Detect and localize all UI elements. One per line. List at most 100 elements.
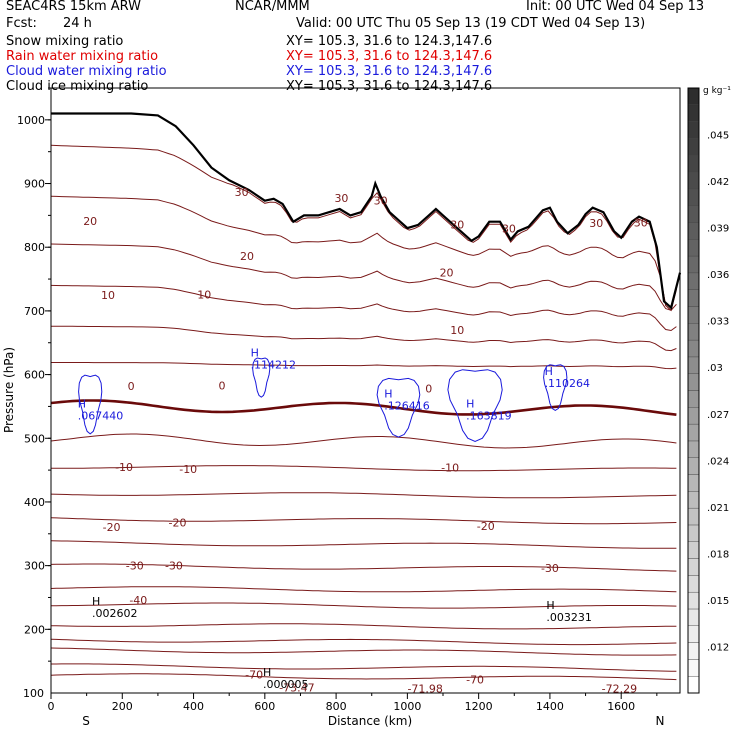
field-rain-xy: XY= 105.3, 31.6 to 124.3,147.6 — [286, 49, 493, 64]
colorbar-step — [687, 239, 700, 257]
colorbar-label: .042 — [707, 177, 729, 188]
y-tick-label-top: 100 — [23, 687, 44, 700]
y-tick-label: 600 — [24, 369, 45, 382]
colorbar-step — [687, 524, 700, 542]
high-marker: H — [78, 398, 86, 411]
high-value: .000005 — [263, 678, 309, 691]
colorbar-label: .039 — [707, 224, 729, 235]
isotherm-label: 10 — [450, 324, 464, 337]
colorbar-step — [687, 306, 700, 324]
isotherm-label: -30 — [165, 560, 183, 573]
colorbar-step — [687, 289, 700, 307]
colorbar-step — [687, 608, 700, 626]
isotherm-label: -10 — [179, 463, 197, 476]
colorbar-label: .033 — [707, 317, 729, 328]
colorbar-step — [687, 541, 700, 559]
high-value: .114212 — [251, 359, 296, 372]
colorbar-step — [687, 407, 700, 425]
isotherm — [50, 623, 677, 630]
cloud-contour — [376, 377, 421, 438]
isotherm — [51, 663, 677, 672]
x-tick-label: 600 — [254, 700, 275, 713]
colorbar-step — [687, 625, 700, 643]
y-tick-label: 400 — [24, 496, 45, 509]
x-axis: 0 200 400 600 800 1000 1200 1400 1600 — [48, 693, 658, 713]
colorbar-step — [687, 575, 700, 593]
isotherm — [51, 362, 677, 370]
isotherm-label: 0 — [219, 379, 226, 392]
high-value: .110264 — [545, 377, 591, 390]
isotherm-label: -20 — [103, 521, 121, 534]
isotherm — [50, 284, 677, 332]
isotherm — [50, 492, 677, 499]
isotherm — [50, 647, 677, 656]
colorbar-step — [687, 87, 700, 106]
init-time: Init: 00 UTC Wed 04 Sep 13 — [526, 0, 705, 14]
isotherm — [50, 243, 677, 311]
colorbar: .012 .015 .018 .021 .024 .027 .03 .033 .036 .039.… — [687, 87, 729, 694]
field-snow-xy: XY= 105.3, 31.6 to 124.3,147.6 — [286, 34, 493, 49]
colorbar-step — [687, 507, 700, 526]
isotherm-label: 30 — [334, 192, 348, 205]
isotherm — [50, 144, 677, 312]
colorbar-step — [687, 104, 700, 122]
y-tick-label: 200 — [24, 623, 45, 636]
forecast-label: Fcst: — [6, 16, 37, 31]
high-marker: H — [545, 365, 553, 378]
isotherm — [51, 602, 677, 609]
isotherm-label: -40 — [129, 594, 147, 607]
isotherm — [50, 673, 677, 681]
endpoint-south: S — [82, 714, 90, 728]
isotherm — [51, 465, 677, 472]
colorbar-label: .015 — [707, 596, 729, 607]
colorbar-label: .018 — [707, 549, 729, 560]
cloud-contour — [252, 357, 271, 398]
colorbar-label: .045 — [707, 131, 729, 142]
isotherm-label: -20 — [477, 520, 495, 533]
field-cloud-water-xy: XY= 105.3, 31.6 to 124.3,147.6 — [286, 64, 493, 79]
isotherm-label: -70 — [466, 674, 484, 687]
colorbar-unit: g kg⁻¹ — [703, 86, 731, 96]
isotherm-label: 30 — [589, 217, 603, 230]
field-snow-name: Snow mixing ratio — [6, 34, 124, 49]
isotherm — [50, 563, 677, 572]
isotherm-label: 20 — [240, 250, 254, 263]
isotherm-label: 10 — [101, 289, 115, 302]
isotherm — [50, 540, 677, 549]
isotherm-label: -10 — [115, 461, 133, 474]
cloud-water-contours — [78, 357, 568, 442]
colorbar-step — [687, 373, 700, 391]
y-axis: 100 200 300 400 500 600 700 800 900 1000 — [17, 87, 51, 700]
plot-frame — [50, 87, 681, 694]
x-tick-label: 400 — [183, 700, 204, 713]
x-tick-label: 1400 — [536, 700, 564, 713]
colorbar-step — [687, 591, 700, 610]
x-tick-label: 1600 — [607, 700, 635, 713]
x-tick-label: 200 — [112, 700, 133, 713]
high-marker: H — [263, 666, 271, 679]
y-tick-label: 800 — [24, 241, 45, 254]
isotherm-zero — [50, 399, 677, 416]
cloud-contour — [447, 369, 503, 442]
high-marker: H — [92, 595, 100, 608]
colorbar-step — [687, 188, 700, 206]
isotherm-label: 20 — [440, 267, 454, 280]
colorbar-step — [687, 339, 700, 358]
colorbar-step — [687, 440, 700, 458]
high-value: .126416 — [384, 400, 430, 413]
high-marker: H — [466, 398, 474, 411]
valid-time: Valid: 00 UTC Thu 05 Sep 13 (19 CDT Wed … — [296, 16, 646, 31]
isotherm-label: -20 — [169, 516, 187, 529]
x-tick-label: 800 — [326, 700, 347, 713]
top-value-label: -73.47 — [279, 681, 314, 694]
colorbar-step — [687, 222, 700, 240]
isotherm-label: 30 — [450, 218, 464, 231]
colorbar-step — [687, 390, 700, 408]
colorbar-step — [687, 272, 700, 290]
isotherm-label: -30 — [541, 562, 559, 575]
isotherm-label: 10 — [197, 288, 211, 301]
isotherm-label: -10 — [441, 462, 459, 475]
colorbar-step — [687, 323, 700, 341]
cloud-contour — [78, 374, 103, 435]
colorbar-step — [687, 138, 700, 156]
